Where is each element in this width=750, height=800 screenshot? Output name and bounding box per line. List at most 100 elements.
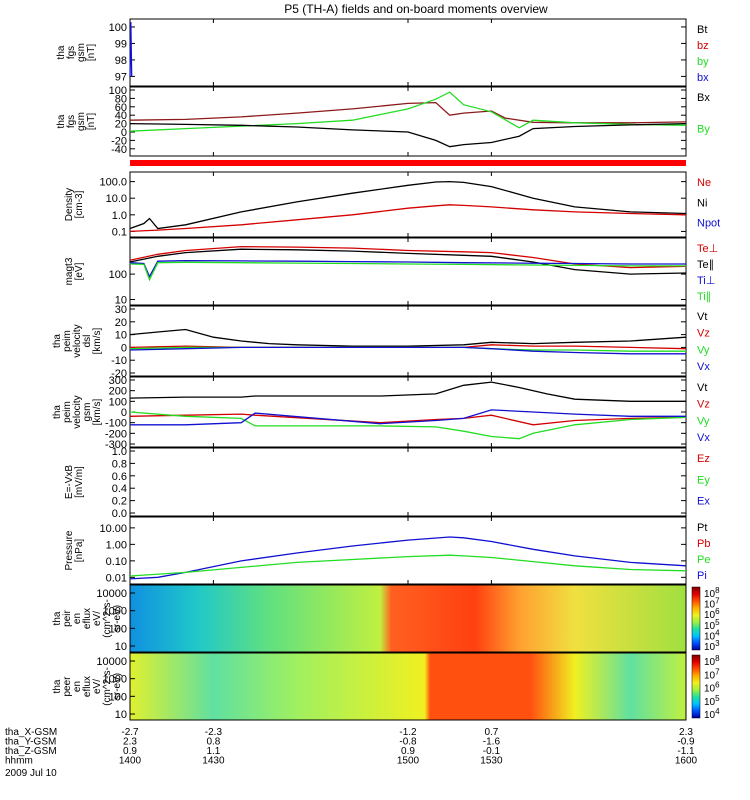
ion_eflux-colorbar-exponent: 5 <box>715 618 720 627</box>
electron_eflux-colorbar-label: 104 <box>704 707 720 721</box>
fgs_gsm-ylabel-2: gsm <box>76 112 87 131</box>
velocity_dsl-ylabel-2: velocity <box>72 324 83 357</box>
mode-flag-bar <box>130 160 686 166</box>
velocity_dsl-ytick-label: 10 <box>115 330 127 342</box>
pressure-ytick-label: 10.00 <box>99 523 127 535</box>
temperature-legend-Ti∥: Ti∥ <box>697 291 711 303</box>
fgs_gsm-ytick-label: -20 <box>111 135 127 147</box>
ion_eflux-ytick-label: 1000 <box>103 606 127 618</box>
pressure-ytick-label: 0.10 <box>106 556 127 568</box>
electron_eflux-frame <box>129 652 687 721</box>
electron_eflux-ylabel-5: (cm^2-s- <box>102 667 113 706</box>
footer-date: 2009 Jul 10 <box>5 768 57 779</box>
footer-label-2: tha_Z-GSM <box>5 746 57 757</box>
ion_eflux-ytick-label: 10000 <box>96 588 127 600</box>
velocity_gsm-ytick-label: -100 <box>105 418 127 430</box>
electron_eflux-colorbar-exponent: 7 <box>715 667 720 676</box>
footer-value: 0.9 <box>123 746 137 757</box>
fgs_gsm_low-ylabel-3: [nT] <box>86 44 97 61</box>
velocity_gsm-ytick-label: -300 <box>105 439 127 451</box>
fgs_gsm_low-ylabel-0: tha <box>56 45 67 59</box>
fgs_gsm_low-frame <box>129 18 687 87</box>
fgs_gsm_low-legend-Bt: Bt <box>697 24 707 36</box>
temperature-series-Te_par <box>129 248 687 275</box>
velocity_dsl-legend-Vy: Vy <box>697 344 710 356</box>
footer-value: 1500 <box>397 756 420 767</box>
footer-value: 1430 <box>202 756 225 767</box>
fgs_gsm_low-ytick-label: 97 <box>115 71 127 83</box>
density-ylabel-1: [cm-3] <box>74 190 85 218</box>
footer-value: 0.9 <box>401 746 415 757</box>
velocity_dsl-ytick-label: -10 <box>111 355 127 367</box>
velocity_dsl-ytick-label: -20 <box>111 368 127 380</box>
electron_eflux-colorbar-label: 106 <box>704 681 720 695</box>
footer-value: 0.7 <box>484 727 498 738</box>
fgs_gsm-series-Bt <box>129 101 687 124</box>
fgs_gsm_low-legend-bx: bx <box>697 72 709 84</box>
fgs_gsm_low-ytick-label: 98 <box>115 55 127 67</box>
ion_eflux-colorbar-exponent: 8 <box>715 586 720 595</box>
density-ytick-label: 0.1 <box>112 226 127 238</box>
velocity_gsm-series-Vy <box>129 411 687 440</box>
footer-value: -2.7 <box>121 727 139 738</box>
velocity_gsm-legend-Vy: Vy <box>697 415 710 427</box>
efield-ylabel-0: E=-VxB <box>64 465 75 500</box>
velocity_gsm-legend-Vz: Vz <box>697 399 710 411</box>
ion_eflux-colorbar-exponent: 4 <box>715 628 720 637</box>
velocity_dsl-series-Vt <box>129 328 687 347</box>
electron_eflux-ylabel-4: eV/ <box>92 679 103 694</box>
ion_eflux-image <box>130 585 686 652</box>
ion_eflux-ytick-label: 100 <box>109 623 127 635</box>
footer-label-1: tha_Y-GSM <box>5 737 56 748</box>
velocity_gsm-ylabel-3: gsm <box>82 403 93 422</box>
fgs_gsm-ytick-label: 20 <box>115 119 127 131</box>
electron_eflux-colorbar-label: 108 <box>704 654 720 668</box>
density-ytick-label: 1.0 <box>112 210 127 222</box>
ion_eflux-ylabel-0: tha <box>52 611 63 625</box>
velocity_gsm-ylabel-4: [km/s] <box>92 398 103 425</box>
ion_eflux-colorbar <box>691 586 701 651</box>
temperature-ylabel-1: [eV] <box>74 262 85 280</box>
footer-value: 1530 <box>480 756 503 767</box>
electron_eflux-colorbar <box>691 654 701 719</box>
velocity_dsl-ytick-label: 20 <box>115 317 127 329</box>
fgs_gsm-ytick-label: 100 <box>109 85 127 97</box>
velocity_dsl-ylabel-1: peim <box>62 330 73 352</box>
ion_eflux-ytick-label: 10 <box>115 641 127 653</box>
velocity_dsl-series-Vx <box>129 346 686 355</box>
electron_eflux-colorbar-exponent: 5 <box>715 694 720 703</box>
electron_eflux-ylabel-1: peer <box>62 676 73 697</box>
footer-value: 0.8 <box>206 737 220 748</box>
density-legend-Npot: Npot <box>697 218 720 230</box>
pressure-legend-Pb: Pb <box>697 538 710 550</box>
pressure-series-Pe <box>129 554 687 577</box>
footer-value: -0.1 <box>483 746 501 757</box>
velocity_gsm-ytick-label: 200 <box>109 386 127 398</box>
electron_eflux-ylabel-6: sr-eV) <box>112 673 123 700</box>
efield-ytick-label: 0.8 <box>112 458 127 470</box>
fgs_gsm-ytick-label: -40 <box>111 144 127 156</box>
fgs_gsm_low-ytick-label: 100 <box>109 22 127 34</box>
pressure-ytick-label: 1.00 <box>106 539 127 551</box>
electron_eflux-ylabel-0: tha <box>52 679 63 693</box>
density-legend-Ni: Ni <box>697 197 707 209</box>
efield-ytick-label: 0.4 <box>112 483 127 495</box>
efield-ylabel-1: [mV/m] <box>74 466 85 498</box>
density-legend-Ne: Ne <box>697 177 711 189</box>
pressure-legend-Pi: Pi <box>697 570 707 582</box>
fgs_gsm_low-ytick-label: 99 <box>115 38 127 50</box>
efield-ytick-label: 1.0 <box>112 446 127 458</box>
electron_eflux-ylabel-3: eflux <box>82 676 93 697</box>
velocity_dsl-ylabel-3: dsl <box>82 335 93 348</box>
footer-value: -0.8 <box>399 737 417 748</box>
velocity_gsm-legend-Vx: Vx <box>697 432 710 444</box>
pressure-frame <box>129 516 687 585</box>
ion_eflux-frame <box>129 584 687 653</box>
ion_eflux-ylabel-6: sr-eV) <box>112 605 123 632</box>
temperature-legend-Ti⊥: Ti⊥ <box>697 275 715 287</box>
fgs_gsm-frame <box>129 86 687 157</box>
fgs_gsm-ytick-label: 60 <box>115 102 127 114</box>
velocity_dsl-legend-Vz: Vz <box>697 328 710 340</box>
footer-value: 2.3 <box>679 727 693 738</box>
